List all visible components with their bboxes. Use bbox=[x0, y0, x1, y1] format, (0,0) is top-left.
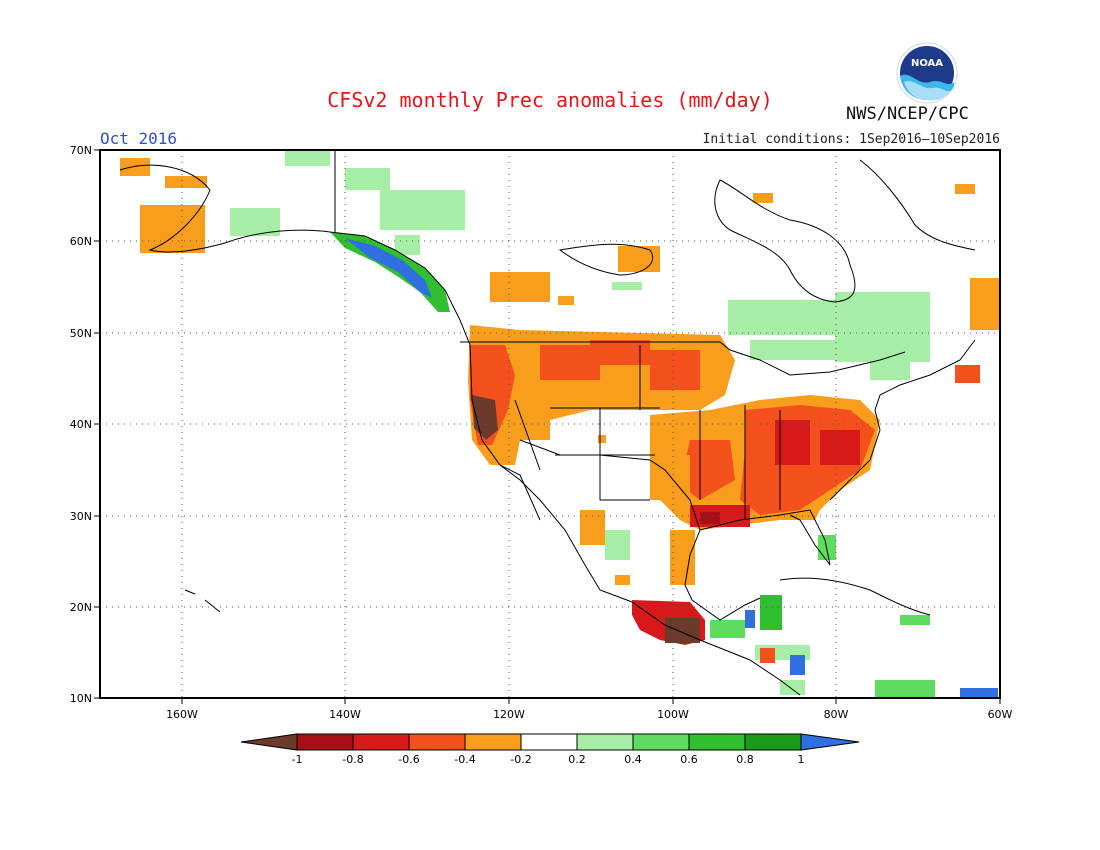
lat-label: 10N bbox=[70, 692, 92, 705]
colorbar-segment bbox=[800, 733, 860, 751]
colorbar-segment bbox=[464, 733, 522, 751]
lon-label: 120W bbox=[493, 708, 525, 721]
chart-title: CFSv2 monthly Prec anomalies (mm/day) bbox=[327, 88, 773, 112]
lat-label: 50N bbox=[70, 327, 92, 340]
colorbar-tick: 0.6 bbox=[680, 753, 698, 766]
lon-label: 80W bbox=[824, 708, 849, 721]
colorbar-segment bbox=[576, 733, 634, 751]
colorbar-tick: 1 bbox=[798, 753, 805, 766]
colorbar-tick: -0.2 bbox=[510, 753, 531, 766]
lat-label: 70N bbox=[70, 144, 92, 157]
agency-label: NWS/NCEP/CPC bbox=[846, 104, 969, 124]
colorbar-tick: -0.6 bbox=[398, 753, 419, 766]
lat-label: 30N bbox=[70, 510, 92, 523]
colorbar-segment bbox=[632, 733, 690, 751]
colorbar-tick: -0.8 bbox=[342, 753, 363, 766]
colorbar-segment bbox=[240, 733, 298, 751]
lon-label: 100W bbox=[657, 708, 689, 721]
initial-conditions: Initial conditions: 1Sep2016–10Sep2016 bbox=[702, 132, 1000, 147]
noaa-logo: NOAA bbox=[896, 42, 958, 104]
tick-marks bbox=[94, 149, 1001, 704]
colorbar-tick: 0.4 bbox=[624, 753, 642, 766]
anomaly-shading bbox=[120, 150, 1000, 698]
colorbar-segment bbox=[744, 733, 802, 751]
colorbar-tick: -0.4 bbox=[454, 753, 475, 766]
latitude-labels: 70N 60N 50N 40N 30N 20N 10N bbox=[70, 144, 92, 705]
coastlines bbox=[119, 150, 976, 696]
lon-label: 140W bbox=[329, 708, 361, 721]
lat-label: 40N bbox=[70, 418, 92, 431]
forecast-month: Oct 2016 bbox=[100, 129, 178, 148]
colorbar-tick: 0.2 bbox=[568, 753, 586, 766]
longitude-labels: 160W 140W 120W 100W 80W 60W bbox=[166, 708, 1012, 721]
gridlines bbox=[100, 150, 1000, 698]
colorbar-segment bbox=[520, 733, 578, 751]
colorbar-tick: 0.8 bbox=[736, 753, 754, 766]
lat-label: 60N bbox=[70, 235, 92, 248]
colorbar bbox=[240, 733, 860, 751]
logo-text: NOAA bbox=[911, 58, 943, 69]
colorbar-tick: -1 bbox=[292, 753, 303, 766]
lon-label: 160W bbox=[166, 708, 198, 721]
colorbar-segment bbox=[352, 733, 410, 751]
colorbar-segment bbox=[688, 733, 746, 751]
colorbar-segment bbox=[296, 733, 354, 751]
colorbar-segment bbox=[408, 733, 466, 751]
lat-label: 20N bbox=[70, 601, 92, 614]
colorbar-labels: -1 -0.8 -0.6 -0.4 -0.2 0.2 0.4 0.6 0.8 1 bbox=[292, 753, 805, 766]
lon-label: 60W bbox=[988, 708, 1013, 721]
